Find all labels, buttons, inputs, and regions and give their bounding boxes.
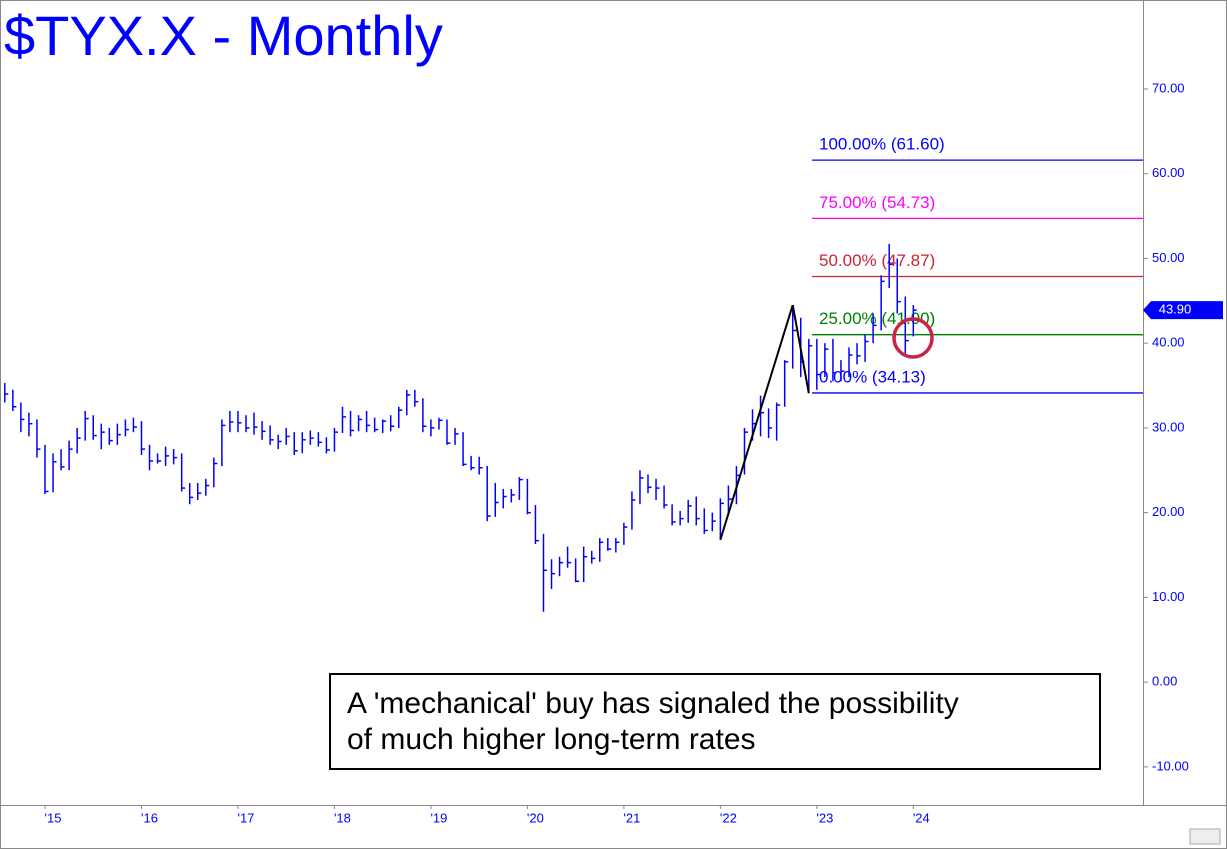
y-tick-label: 40.00 <box>1152 335 1185 350</box>
x-tick-label: '19 <box>430 810 447 825</box>
scrollbar <box>1189 828 1221 845</box>
x-tick-label: '20 <box>527 810 544 825</box>
x-tick-label: '17 <box>237 810 254 825</box>
x-tick-label: '15 <box>45 810 62 825</box>
y-tick-label: 70.00 <box>1152 80 1185 95</box>
x-tick-label: '24 <box>913 810 930 825</box>
x-tick-label: '16 <box>141 810 158 825</box>
y-tick-label: 0.00 <box>1152 674 1177 689</box>
pattern-leg <box>791 304 810 394</box>
last-price-tag <box>1143 301 1223 320</box>
pattern-leg <box>719 304 794 541</box>
x-tick-label: '22 <box>720 810 737 825</box>
fib-label: 0.00% (34.13) <box>819 367 926 386</box>
highlight-circle <box>892 317 934 359</box>
y-tick-label: 20.00 <box>1152 504 1185 519</box>
annotation-line: A 'mechanical' buy has signaled the poss… <box>347 687 959 720</box>
annotation-line: of much higher long-term rates <box>347 723 756 756</box>
y-tick-label: -10.00 <box>1152 758 1189 773</box>
x-tick-label: '23 <box>816 810 833 825</box>
fib-label: 75.00% (54.73) <box>819 193 935 212</box>
y-tick-label: 60.00 <box>1152 165 1185 180</box>
y-tick-label: 10.00 <box>1152 589 1185 604</box>
x-tick-label: '21 <box>623 810 640 825</box>
fib-label: 25.00% (41.00) <box>819 309 935 328</box>
y-tick-label: 30.00 <box>1152 419 1185 434</box>
last-price-label: 43.90 <box>1159 302 1192 317</box>
chart-title: $TYX.X - Monthly <box>4 4 443 67</box>
annotation-box: A 'mechanical' buy has signaled the poss… <box>329 673 1101 770</box>
x-tick-label: '18 <box>334 810 351 825</box>
fib-label: 50.00% (47.87) <box>819 251 935 270</box>
y-tick-label: 50.00 <box>1152 250 1185 265</box>
fib-label: 100.00% (61.60) <box>819 135 945 154</box>
